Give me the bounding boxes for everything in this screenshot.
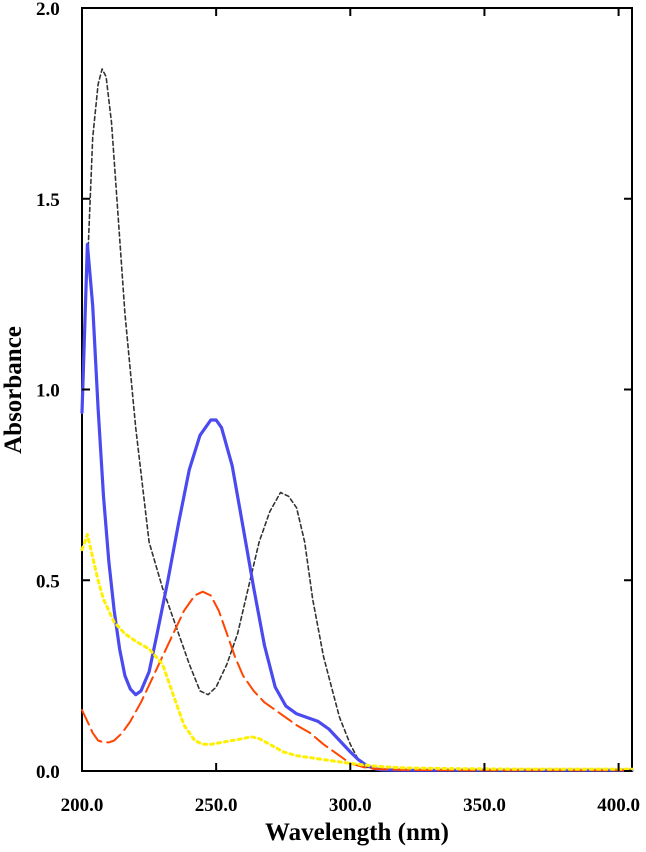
y-tick-label: 0.5 [36,571,60,592]
x-tick-label: 200.0 [61,795,104,816]
x-tick-label: 300.0 [329,795,372,816]
y-tick-label: 1.5 [36,190,60,211]
y-tick-label: 1.0 [36,381,60,402]
series-line-4 [80,533,634,771]
plot-frame [81,7,633,772]
series-line-1 [86,68,633,772]
x-tick-label: 400.0 [597,795,640,816]
y-tick-label: 2.0 [36,0,60,20]
x-tick-label: 250.0 [195,795,238,816]
x-tick-label: 350.0 [463,795,506,816]
series-line-3 [81,590,633,772]
x-axis-title: Wavelength (nm) [265,819,449,846]
y-tick-label: 0.0 [36,762,60,783]
y-axis-title: Absorbance [0,326,27,454]
series-line-2 [80,242,634,772]
